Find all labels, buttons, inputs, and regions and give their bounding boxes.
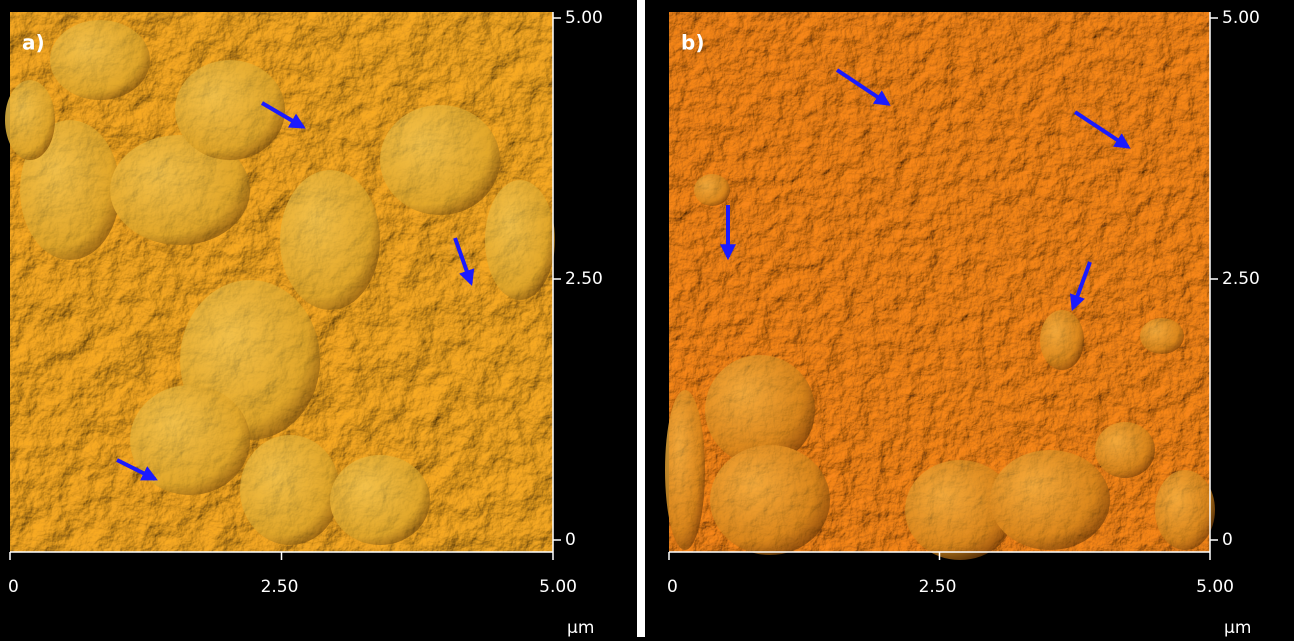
x-tick-label: 2.50 [919, 577, 957, 597]
x-tick-label: 5.00 [539, 577, 577, 597]
y-tick-label: 5.00 [565, 8, 603, 28]
separator [637, 0, 645, 637]
unit-label: µm [567, 618, 594, 637]
panel-label: a) [22, 31, 45, 55]
panel-label: b) [681, 31, 704, 55]
y-tick-label: 5.00 [1222, 8, 1260, 28]
y-tick-label: 0 [1222, 530, 1233, 550]
x-tick-label: 2.50 [261, 577, 299, 597]
image-b [665, 12, 1215, 560]
x-tick-label: 0 [667, 577, 678, 597]
unit-label: µm [1224, 618, 1251, 637]
x-tick-label: 5.00 [1196, 577, 1234, 597]
y-tick-label: 0 [565, 530, 576, 550]
y-tick-label: 2.50 [1222, 269, 1260, 289]
figure: a) 0 2.50 5.00 5.00 2.50 0 µm b) 0 2.50 5.00 5.00 2.5… [0, 0, 1294, 637]
x-tick-label: 0 [8, 577, 19, 597]
y-tick-label: 2.50 [565, 269, 603, 289]
